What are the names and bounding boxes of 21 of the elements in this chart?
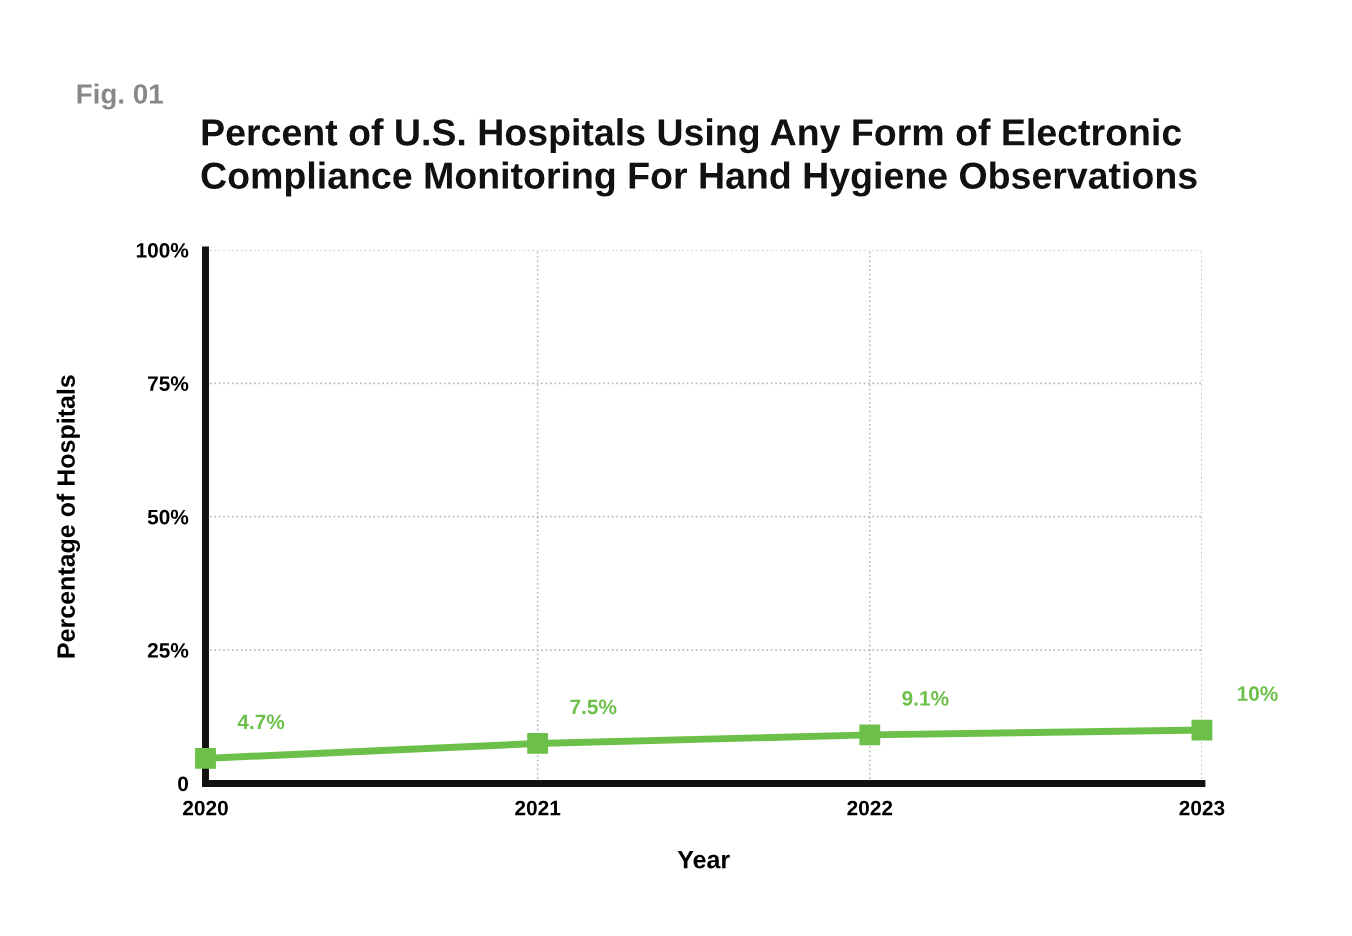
point xyxy=(859,724,881,746)
data-label: 10% xyxy=(1237,686,1278,701)
x-axis-title: Year xyxy=(677,850,730,869)
point xyxy=(1191,719,1213,741)
y-tick-label: 0 xyxy=(178,776,188,792)
chart-title: Percent of U.S. Hospitals Using Any Form of Electronic Compliance Monitoring For Hand Hygiene Observations xyxy=(201,118,1197,197)
data-label: 4.7% xyxy=(237,714,285,730)
data-label: 9.1% xyxy=(902,691,949,706)
x-tick-label: 2022 xyxy=(847,800,893,816)
y-tick-label: 100% xyxy=(136,242,189,258)
x-tick-label: 2023 xyxy=(1179,800,1225,816)
caption: Fig. 01 xyxy=(77,83,163,110)
data-label: 7.5% xyxy=(570,699,617,715)
x-tick-label: 2020 xyxy=(183,800,228,816)
y-tick-label: 25% xyxy=(147,643,189,658)
point xyxy=(527,733,549,754)
y-axis-title: Percentage of Hospitals xyxy=(56,375,80,658)
y-tick-label: 75% xyxy=(148,376,189,392)
y-tick-label: 50% xyxy=(147,509,189,525)
x-tick-label: 2021 xyxy=(515,800,561,816)
point xyxy=(195,747,216,769)
